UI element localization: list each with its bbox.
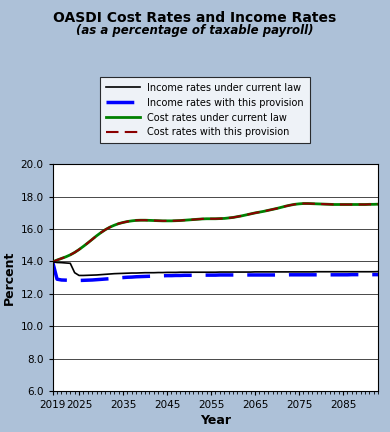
Income rates under current law: [314, 269, 319, 274]
Income rates under current law: [310, 269, 315, 274]
Line: Cost rates with this provision: Cost rates with this provision: [53, 203, 378, 262]
Cost rates under current law: [314, 201, 319, 206]
Income rates with this provision: [310, 272, 315, 277]
Cost rates with this provision: [77, 247, 82, 252]
Income rates under current law: [301, 269, 306, 274]
Cost rates under current law: [376, 202, 381, 207]
Cost rates under current law: [301, 201, 306, 206]
Cost rates with this provision: [323, 202, 328, 207]
Text: (as a percentage of taxable payroll): (as a percentage of taxable payroll): [76, 24, 314, 37]
Cost rates under current law: [50, 259, 55, 264]
Income rates under current law: [50, 259, 55, 264]
Cost rates with this provision: [345, 202, 350, 207]
Cost rates with this provision: [310, 201, 315, 206]
Cost rates under current law: [323, 202, 328, 207]
Cost rates with this provision: [301, 201, 306, 206]
Cost rates with this provision: [314, 201, 319, 206]
Cost rates under current law: [345, 202, 350, 207]
Line: Income rates with this provision: Income rates with this provision: [53, 262, 378, 280]
Income rates with this provision: [323, 272, 328, 277]
Line: Income rates under current law: Income rates under current law: [53, 262, 378, 276]
Income rates under current law: [323, 269, 328, 274]
Income rates with this provision: [50, 259, 55, 264]
Cost rates with this provision: [297, 201, 301, 206]
Cost rates under current law: [297, 201, 301, 206]
Income rates under current law: [345, 269, 350, 274]
Income rates with this provision: [314, 272, 319, 277]
Income rates with this provision: [301, 272, 306, 277]
Income rates under current law: [77, 273, 82, 278]
X-axis label: Year: Year: [200, 414, 231, 427]
Line: Cost rates under current law: Cost rates under current law: [53, 203, 378, 262]
Income rates with this provision: [81, 278, 86, 283]
Text: OASDI Cost Rates and Income Rates: OASDI Cost Rates and Income Rates: [53, 11, 337, 25]
Cost rates under current law: [310, 201, 315, 206]
Income rates with this provision: [77, 278, 82, 283]
Y-axis label: Percent: Percent: [4, 251, 16, 305]
Cost rates with this provision: [376, 202, 381, 207]
Income rates under current law: [81, 273, 86, 278]
Income rates under current law: [376, 269, 381, 274]
Income rates with this provision: [345, 272, 350, 277]
Cost rates with this provision: [50, 259, 55, 264]
Legend: Income rates under current law, Income rates with this provision, Cost rates und: Income rates under current law, Income r…: [100, 77, 310, 143]
Income rates with this provision: [376, 272, 381, 277]
Cost rates under current law: [77, 247, 82, 252]
